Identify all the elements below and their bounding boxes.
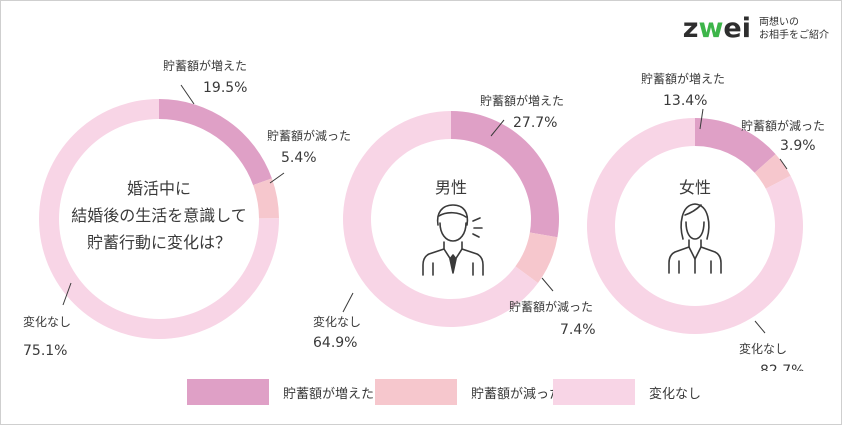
donut-women: 女性 貯蓄額が増えた 13.4% 貯蓄額が減った 3.9% 変化なし 82.7% (587, 71, 825, 371)
brand-logo: zwei (682, 13, 751, 44)
legend-label-decreased: 貯蓄額が減った (471, 386, 563, 402)
overall-center-line-2: 結婚後の生活を意識して (71, 206, 247, 225)
donut-overall: 婚活中に 結婚後の生活を意識して 貯蓄行動に変化は？ 貯蓄額が増えた 19.5%… (23, 58, 351, 359)
women-slice-increased (695, 118, 776, 173)
legend-label-increased: 貯蓄額が増えた (283, 386, 375, 402)
legend-item-decreased: 貯蓄額が減った (375, 379, 562, 405)
men-nochange-value: 64.9% (313, 335, 357, 351)
men-nochange-leader (342, 292, 354, 313)
women-nochange-label: 変化なし (739, 341, 787, 356)
legend-swatch-increased (187, 379, 269, 405)
men-increased-leader (490, 119, 505, 137)
overall-decreased-value: 5.4% (281, 150, 317, 166)
men-increased-label: 貯蓄額が増えた (480, 93, 564, 108)
men-decreased-label: 貯蓄額が減った (509, 299, 593, 314)
men-nochange-label: 変化なし (313, 314, 361, 329)
men-decreased-leader (541, 277, 554, 292)
men-slice-decreased (515, 232, 558, 284)
overall-increased-leader (180, 84, 195, 105)
women-nochange-leader (754, 320, 766, 334)
women-increased-value: 13.4% (663, 93, 707, 109)
overall-increased-label: 貯蓄額が増えた (163, 58, 247, 73)
women-nochange-value: 82.7% (760, 363, 804, 371)
women-center-title: 女性 (679, 178, 711, 197)
overall-nochange-label: 変化なし (23, 314, 71, 329)
overall-center-line-3: 貯蓄行動に変化は？ (87, 233, 231, 252)
overall-decreased-label: 貯蓄額が減った (267, 128, 351, 143)
overall-slice-decreased (253, 178, 279, 219)
overall-slice-increased (159, 99, 272, 186)
men-increased-value: 27.7% (513, 115, 557, 131)
men-center-title: 男性 (435, 178, 467, 197)
women-decreased-value: 3.9% (780, 138, 816, 154)
donut-charts: 婚活中に 結婚後の生活を意識して 貯蓄行動に変化は？ 貯蓄額が増えた 19.5%… (23, 58, 825, 371)
brand-tagline-line2: お相手をご紹介 (759, 29, 829, 41)
overall-increased-value: 19.5% (203, 80, 247, 96)
men-slice-nochange (343, 111, 538, 327)
donut-men-slices (343, 111, 560, 327)
women-increased-label: 貯蓄額が増えた (641, 71, 725, 86)
donut-overall-slices (39, 99, 279, 339)
women-increased-leader (699, 108, 704, 130)
men-decreased-value: 7.4% (560, 322, 596, 338)
overall-nochange-leader (62, 282, 72, 306)
donut-men: 男性 貯蓄額が増えた 27.7% 貯蓄額が減った 7.4% (313, 93, 596, 351)
legend-item-increased: 貯蓄額が増えた (187, 379, 374, 405)
legend-swatch-nochange (553, 379, 635, 405)
man-icon (422, 204, 484, 276)
men-slice-increased (451, 111, 560, 238)
woman-icon (668, 203, 722, 274)
legend-label-nochange: 変化なし (649, 386, 702, 402)
women-decreased-label: 貯蓄額が減った (741, 118, 825, 133)
donut-women-slices (587, 118, 804, 335)
brand-tagline: 両想いの お相手をご紹介 (759, 16, 829, 42)
women-slice-decreased (754, 154, 791, 189)
legend-swatch-decreased (375, 379, 457, 405)
overall-center-line-1: 婚活中に (127, 179, 191, 198)
brand-block: zwei 両想いの お相手をご紹介 (683, 13, 829, 44)
overall-nochange-value: 75.1% (23, 343, 67, 359)
brand-tagline-line1: 両想いの (759, 16, 799, 28)
overall-decreased-leader (269, 172, 285, 184)
women-decreased-leader (779, 158, 788, 170)
legend-item-nochange: 変化なし (553, 379, 701, 405)
